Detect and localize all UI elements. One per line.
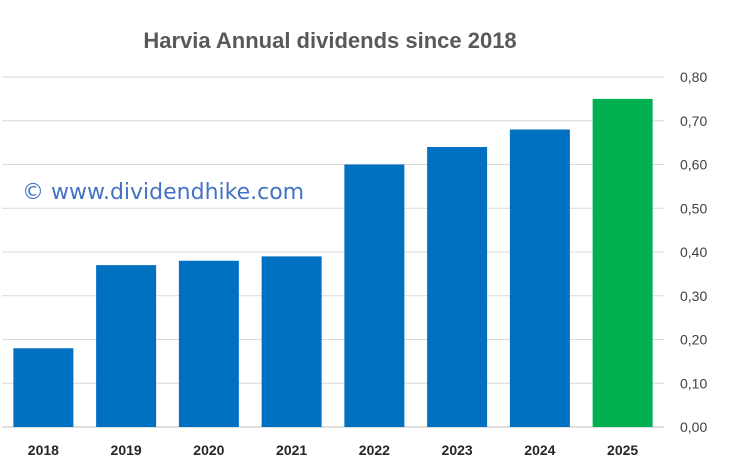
- bar-2022: [344, 164, 405, 427]
- bar-2021: [261, 256, 322, 427]
- bar-2023: [427, 147, 488, 427]
- y-tick-label: 0,10: [680, 375, 707, 391]
- y-tick-label: 0,40: [680, 244, 707, 260]
- bars: [13, 98, 653, 427]
- bar-2024: [509, 129, 570, 427]
- bar-2018: [13, 348, 74, 427]
- bar-2025: [592, 98, 653, 427]
- x-tick-label: 2021: [276, 442, 307, 458]
- y-axis-ticks: 0,00 0,10 0,20 0,30 0,40 0,50 0,60 0,70 0,80: [680, 69, 707, 435]
- y-tick-label: 0,70: [680, 113, 707, 129]
- y-tick-label: 0,20: [680, 332, 707, 348]
- x-axis-ticks: 2018 2019 2020 2021 2022 2023 2024 2025: [28, 442, 639, 458]
- bar-2020: [178, 260, 239, 427]
- x-tick-label: 2022: [359, 442, 390, 458]
- y-tick-label: 0,50: [680, 200, 707, 216]
- x-tick-label: 2018: [28, 442, 59, 458]
- bar-2019: [96, 265, 157, 427]
- watermark: © www.dividendhike.com: [22, 180, 304, 205]
- x-tick-label: 2020: [193, 442, 224, 458]
- y-tick-label: 0,60: [680, 157, 707, 173]
- y-tick-label: 0,80: [680, 69, 707, 85]
- y-tick-label: 0,00: [680, 419, 707, 435]
- x-tick-label: 2025: [607, 442, 638, 458]
- y-tick-label: 0,30: [680, 288, 707, 304]
- x-tick-label: 2023: [442, 442, 473, 458]
- x-tick-label: 2024: [524, 442, 555, 458]
- chart-title: Harvia Annual dividends since 2018: [143, 28, 516, 53]
- x-tick-label: 2019: [111, 442, 142, 458]
